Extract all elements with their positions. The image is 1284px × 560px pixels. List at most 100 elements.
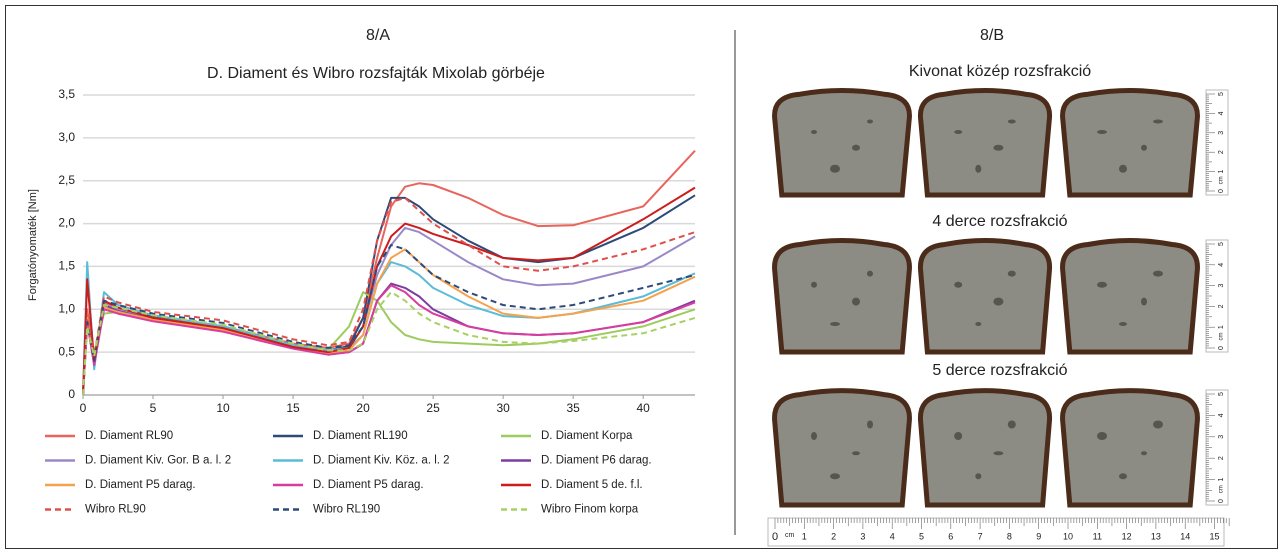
bread-hole (830, 322, 840, 326)
x-tick-label: 5 (150, 401, 157, 415)
side-ruler-label: 2 (1218, 456, 1225, 460)
side-ruler-label: 1 (1218, 325, 1225, 329)
ruler-label: 8 (1007, 531, 1012, 541)
legend-label: D. Diament 5 de. f.l. (541, 479, 643, 491)
side-ruler-label: 3 (1218, 284, 1225, 288)
legend-label: D. Diament Kiv. Gor. B a. l. 2 (85, 455, 231, 467)
bread-hole (993, 145, 1003, 151)
legend-label: D. Diament RL190 (313, 430, 408, 442)
bread-hole (1097, 130, 1107, 134)
side-ruler-label: 3 (1218, 131, 1225, 135)
legend-label: D. Diament Korpa (541, 430, 633, 442)
bread-hole (830, 473, 840, 479)
side-ruler-unit: cm (1219, 176, 1225, 184)
side-ruler-label: 2 (1218, 150, 1225, 154)
bread-hole (1097, 432, 1107, 440)
ruler-label: 10 (1063, 531, 1073, 541)
ruler-label: 3 (860, 531, 865, 541)
legend-label: Wibro Finom korpa (541, 504, 639, 516)
y-tick-label: 3,5 (58, 87, 75, 101)
bread-hole (852, 298, 860, 306)
ruler-label: 5 (919, 531, 924, 541)
bread-hole (1008, 271, 1016, 277)
side-ruler-label: 0 (1218, 189, 1225, 193)
bread-hole (1008, 120, 1016, 124)
bread-slice (775, 391, 910, 505)
side-ruler-label: 0 (1218, 346, 1225, 350)
ruler-label: 14 (1180, 531, 1190, 541)
bread-slice (1063, 91, 1198, 195)
bread-hole (993, 451, 1003, 455)
y-tick-label: 0 (68, 387, 75, 401)
legend-label: D. Diament P5 darag. (313, 479, 424, 491)
side-ruler-label: 3 (1218, 435, 1225, 439)
bread-slice (775, 91, 910, 195)
y-tick-label: 2,0 (58, 216, 75, 230)
caption: Kivonat közép rozsfrakció (909, 63, 1091, 80)
legend-label: Wibro RL90 (85, 504, 146, 516)
bread-hole (954, 432, 962, 440)
ruler-label: 1 (802, 531, 807, 541)
ruler-label: 0 (772, 531, 778, 543)
side-ruler-label: 0 (1218, 499, 1225, 503)
bread-hole (1141, 451, 1147, 455)
bread-hole (975, 473, 981, 479)
x-tick-label: 10 (216, 401, 230, 415)
x-tick-label: 25 (426, 401, 440, 415)
ruler-label: 13 (1151, 531, 1161, 541)
y-tick-label: 1,5 (58, 259, 75, 273)
bread-hole (1153, 120, 1163, 124)
ruler-unit: cm (785, 532, 795, 539)
bread-hole (954, 282, 962, 288)
legend-label: D. Diament Kiv. Köz. a. l. 2 (313, 455, 450, 467)
x-tick-label: 40 (637, 401, 651, 415)
caption: 4 derce rozsfrakció (932, 213, 1067, 230)
caption: 5 derce rozsfrakció (932, 362, 1067, 379)
bread-hole (1153, 421, 1163, 429)
side-ruler-unit: cm (1219, 333, 1225, 341)
bread-hole (1119, 322, 1127, 326)
ruler-label: 2 (831, 531, 836, 541)
x-tick-label: 0 (80, 401, 87, 415)
side-ruler-label: 1 (1218, 478, 1225, 482)
bread-hole (852, 451, 860, 455)
bread-hole (975, 322, 981, 326)
legend-label: Wibro RL190 (313, 504, 380, 516)
bread-hole (811, 432, 817, 440)
side-ruler-label: 5 (1218, 392, 1225, 396)
bread-hole (1141, 145, 1147, 151)
side-ruler-label: 5 (1218, 242, 1225, 246)
bread-slice (920, 241, 1049, 352)
panel-label: 8/A (366, 27, 390, 44)
bread-hole (993, 298, 1003, 306)
bread-hole (830, 165, 840, 173)
bread-hole (811, 130, 817, 134)
ruler-label: 15 (1209, 531, 1219, 541)
ruler-label: 12 (1122, 531, 1132, 541)
bread-slice (1063, 241, 1198, 352)
x-tick-label: 20 (356, 401, 370, 415)
legend-label: D. Diament P6 darag. (541, 455, 652, 467)
y-tick-label: 1,0 (58, 301, 75, 315)
bread-hole (1141, 298, 1147, 306)
x-tick-label: 35 (566, 401, 580, 415)
side-ruler-label: 2 (1218, 304, 1225, 308)
legend-label: D. Diament RL90 (85, 430, 173, 442)
bread-hole (1153, 271, 1163, 277)
side-ruler-label: 4 (1218, 111, 1225, 115)
side-ruler-label: 4 (1218, 413, 1225, 417)
bread-hole (975, 165, 981, 173)
bread-hole (867, 271, 873, 277)
y-tick-label: 0,5 (58, 344, 75, 358)
bread-slice (1063, 391, 1198, 505)
bread-hole (1097, 282, 1107, 288)
legend-label: D. Diament P5 darag. (85, 479, 196, 491)
x-tick-label: 15 (286, 401, 300, 415)
ruler-label: 6 (948, 531, 953, 541)
x-tick-label: 30 (496, 401, 510, 415)
side-ruler-label: 1 (1218, 170, 1225, 174)
ruler-label: 7 (978, 531, 983, 541)
side-ruler-label: 5 (1218, 92, 1225, 96)
panel-label: 8/B (980, 27, 1004, 44)
y-tick-label: 3,0 (58, 130, 75, 144)
